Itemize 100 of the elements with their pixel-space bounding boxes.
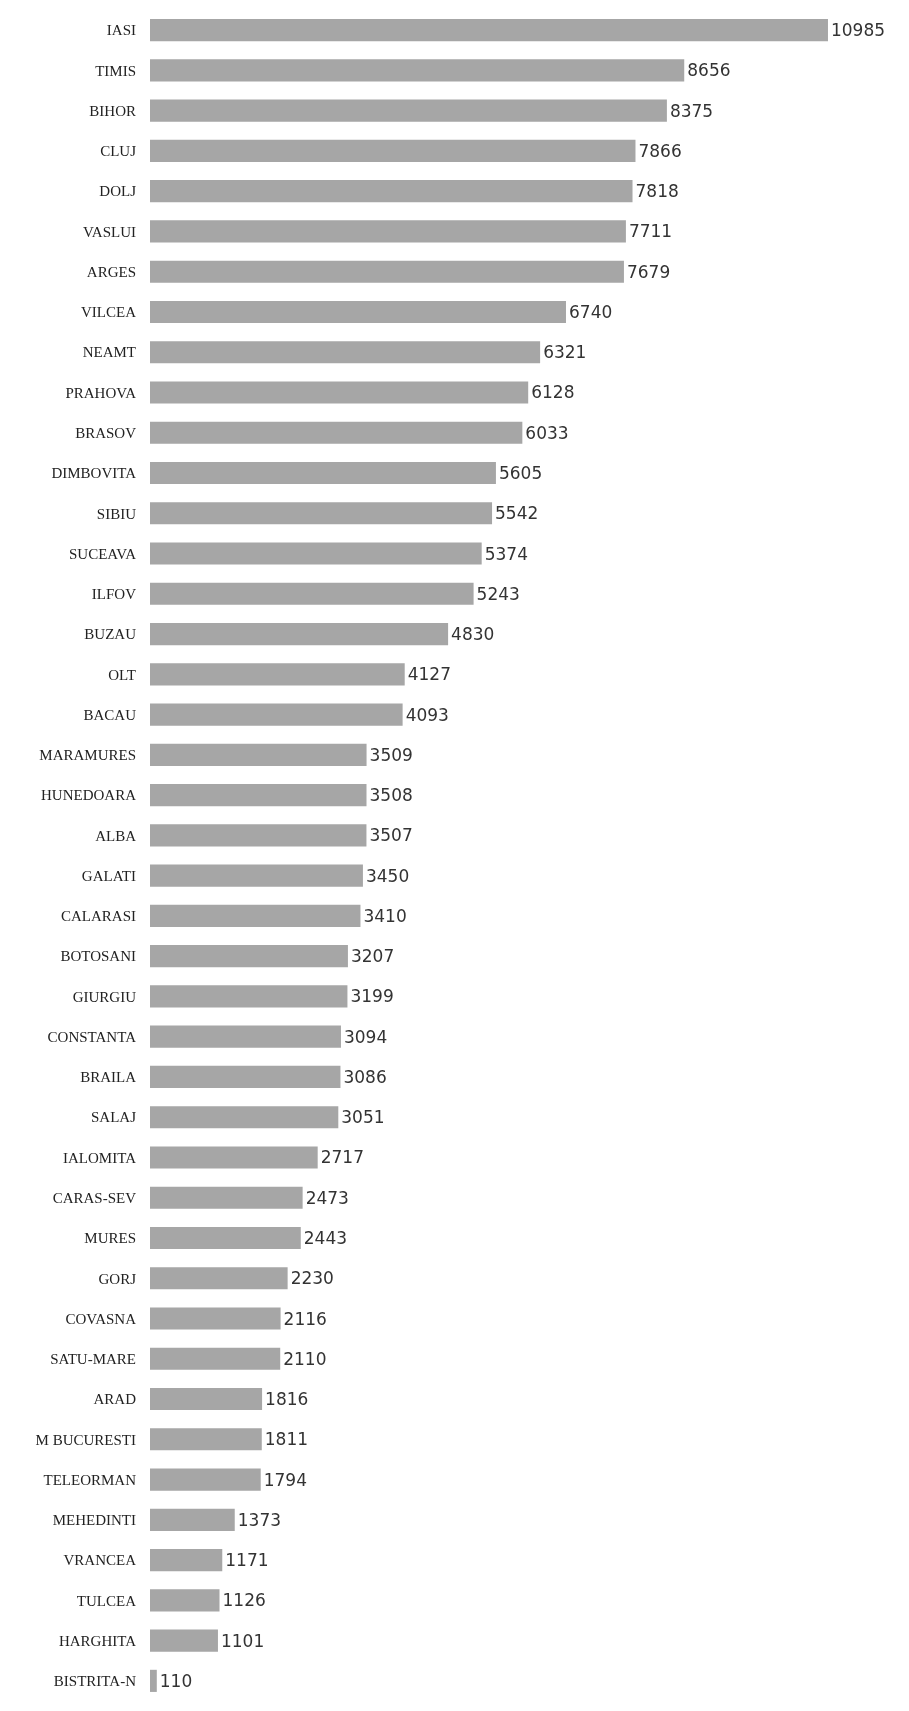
y-tick-label: BIHOR (89, 102, 136, 119)
data-label: 3507 (369, 825, 413, 846)
data-label: 1171 (225, 1550, 269, 1571)
y-tick-label: TELEORMAN (43, 1471, 137, 1488)
bar (150, 99, 667, 122)
data-label: 3094 (343, 1026, 388, 1047)
data-label: 3508 (369, 785, 413, 806)
y-tick-label: TIMIS (95, 62, 136, 79)
y-tick-label: BISTRITA-N (53, 1673, 137, 1690)
y-tick-label: VASLUI (82, 223, 136, 240)
bar (150, 1025, 341, 1048)
data-label: 7679 (626, 261, 671, 282)
y-tick-label: BOTOSANI (60, 948, 136, 965)
bar (150, 461, 496, 485)
bar (150, 904, 361, 927)
bar (150, 743, 367, 766)
bar (150, 582, 474, 605)
data-label: 6321 (543, 342, 587, 363)
y-tick-label: BUZAU (84, 626, 137, 643)
y-tick-label: HUNEDOARA (41, 787, 137, 804)
data-label: 6740 (568, 301, 613, 322)
data-label: 2116 (283, 1308, 327, 1329)
bar (150, 864, 363, 887)
bar (150, 985, 348, 1008)
y-tick-label: GIURGIU (72, 988, 137, 1005)
y-tick-label: M BUCURESTI (35, 1431, 136, 1448)
y-tick-label: NEAMT (82, 344, 136, 361)
bar (150, 1549, 223, 1572)
bar (150, 1267, 288, 1290)
data-label: 2717 (320, 1147, 364, 1168)
y-tick-label: DOLJ (99, 183, 137, 200)
y-tick-label: CONSTANTA (47, 1028, 137, 1045)
y-tick-label: BRASOV (75, 425, 137, 441)
data-label: 110 (159, 1670, 193, 1691)
data-label: 1373 (237, 1509, 282, 1530)
data-label: 4093 (405, 704, 449, 725)
bar (150, 1629, 218, 1652)
data-label: 1816 (265, 1389, 309, 1410)
data-label: 3450 (365, 865, 410, 886)
y-tick-label: ALBA (95, 827, 137, 844)
y-tick-label: SATU-MARE (50, 1351, 136, 1368)
bar (150, 502, 493, 525)
y-tick-label: BACAU (83, 706, 137, 723)
data-label: 2443 (303, 1227, 348, 1248)
bar (150, 341, 541, 364)
y-tick-label: CALARASI (60, 908, 136, 925)
y-tick-label: MURES (84, 1230, 136, 1247)
data-label: 3509 (369, 744, 413, 765)
bar (150, 220, 626, 243)
y-tick-label: SALAJ (90, 1109, 137, 1126)
y-tick-label: IASI (106, 22, 136, 39)
data-label: 3199 (350, 986, 394, 1007)
bar (150, 1347, 281, 1370)
bar (150, 1387, 263, 1411)
bar (150, 1508, 235, 1531)
y-tick-label: MARAMURES (39, 747, 136, 764)
data-label: 5243 (476, 583, 520, 604)
y-tick-label: SUCEAVA (69, 545, 137, 562)
y-tick-label: VRANCEA (63, 1552, 137, 1569)
y-tick-label: MEHEDINTI (52, 1512, 136, 1529)
data-label: 1811 (264, 1429, 309, 1450)
bar (150, 1468, 261, 1491)
y-tick-label: HARGHITA (58, 1632, 137, 1649)
data-label: 4830 (451, 624, 495, 645)
y-tick-label: ARGES (86, 263, 136, 280)
data-label: 6128 (531, 382, 575, 403)
data-label: 1794 (263, 1469, 307, 1490)
bar (150, 59, 685, 82)
data-label: 10985 (830, 20, 886, 41)
y-tick-label: IALOMITA (63, 1149, 137, 1166)
bar (150, 421, 523, 444)
y-tick-label: COVASNA (65, 1310, 137, 1327)
data-label: 1126 (222, 1590, 266, 1611)
data-label: 2230 (290, 1268, 334, 1289)
data-label: 7866 (638, 140, 682, 161)
bar (150, 824, 367, 847)
bar (150, 1307, 281, 1330)
bar (150, 381, 529, 404)
data-label: 2110 (283, 1348, 327, 1369)
y-tick-label: OLT (108, 666, 136, 683)
data-label: 3051 (341, 1107, 385, 1128)
y-tick-label: CLUJ (100, 143, 137, 160)
y-tick-label: PRAHOVA (65, 384, 137, 401)
bar (150, 784, 367, 807)
data-label: 5374 (484, 543, 528, 564)
bar (150, 663, 405, 686)
y-tick-label: GORJ (98, 1270, 137, 1287)
y-tick-label: SIBIU (96, 505, 137, 522)
y-tick-label: TULCEA (76, 1592, 137, 1609)
data-label: 7711 (628, 221, 673, 242)
data-label: 6033 (525, 422, 569, 443)
bar (150, 300, 566, 324)
data-label: 4127 (407, 664, 451, 685)
bar (150, 1065, 341, 1089)
bar (150, 1106, 339, 1129)
data-label: 3410 (363, 905, 407, 926)
bar (150, 542, 482, 565)
data-label: 3207 (350, 946, 395, 967)
data-label: 8656 (687, 60, 731, 81)
y-tick-label: BRAILA (80, 1069, 137, 1086)
